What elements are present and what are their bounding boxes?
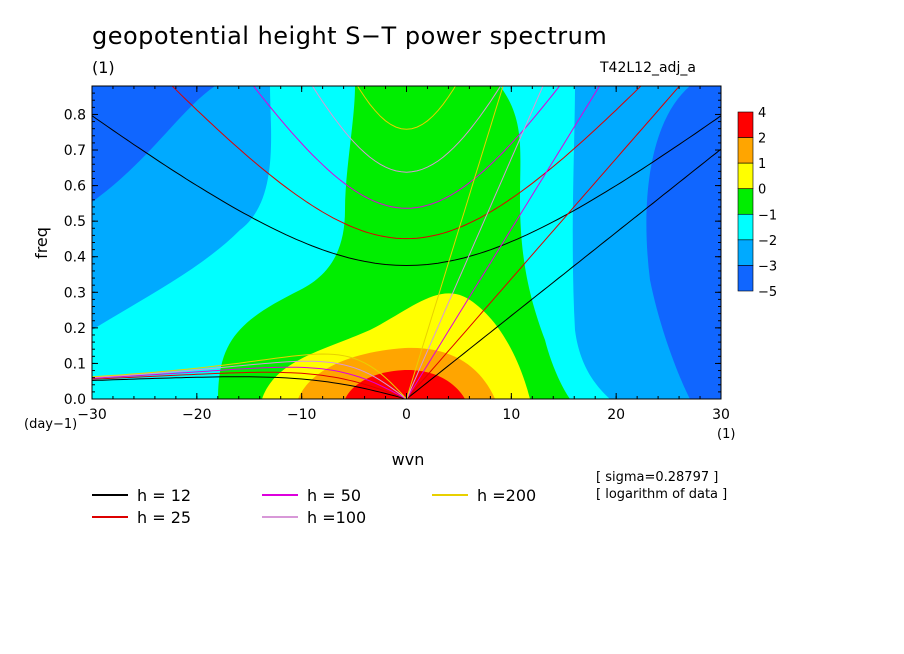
- y-tick-label: 0.2: [64, 321, 86, 337]
- y-axis: 0.0 0.1 0.2 0.3 0.4 0.5 0.6 0.7 0.8: [64, 92, 721, 408]
- x-tick-label: 20: [607, 407, 625, 423]
- sigma-note: [ sigma=0.28797 ]: [596, 470, 718, 485]
- gravity-curve: [252, 86, 561, 209]
- colorbar-label: 2: [758, 132, 766, 147]
- colorbar-label: 4: [758, 106, 766, 121]
- rossby-curve: [92, 371, 407, 399]
- colorbar-swatch: [737, 213, 754, 241]
- logarithm-note: [ logarithm of data ]: [596, 487, 727, 502]
- gravity-curve: [92, 115, 721, 267]
- y-tick-label: 0.4: [64, 250, 86, 266]
- y-tick-label: 0.7: [64, 143, 86, 159]
- x-tick-label: −30: [77, 407, 107, 423]
- legend-label: h =200: [477, 486, 536, 505]
- rossby-curve: [92, 360, 407, 399]
- colorbar-swatch: [737, 137, 754, 164]
- legend-label: h = 25: [137, 508, 191, 527]
- x-tick-label: −20: [182, 407, 212, 423]
- x-axis: −30 −20 −10 0 10 20 30: [77, 86, 730, 423]
- legend-label: h =100: [307, 508, 366, 527]
- colorbar-label: −1: [758, 208, 777, 223]
- colorbar-swatch: [737, 162, 754, 190]
- colorbar-swatch: [737, 111, 754, 138]
- colorbar-swatch: [737, 188, 754, 215]
- colorbar-label: 0: [758, 183, 766, 198]
- colorbar-swatch: [737, 265, 754, 292]
- kelvin-curve: [406, 86, 504, 399]
- y-tick-label: 0.6: [64, 179, 86, 195]
- colorbar: 4 2 1 0 −1 −2 −3 −5: [737, 106, 777, 300]
- x-tick-label: 30: [712, 407, 730, 423]
- y-tick-label: 0.5: [64, 214, 86, 230]
- y-axis-label: freq: [32, 227, 51, 259]
- gravity-curve: [357, 86, 456, 130]
- x-tick-label: −10: [287, 407, 317, 423]
- rossby-curve: [92, 353, 407, 399]
- gravity-curve: [171, 86, 642, 240]
- chart-title: geopotential height S−T power spectrum: [92, 22, 608, 50]
- rossby-curve: [92, 376, 407, 399]
- colorbar-label: −2: [758, 234, 777, 249]
- heatmap-field: [92, 86, 721, 399]
- x-tick-label: 0: [402, 407, 411, 423]
- kelvin-curve: [406, 86, 601, 399]
- run-id-label: T42L12_adj_a: [600, 60, 696, 76]
- chart-subtitle: (1): [92, 58, 115, 77]
- y-tick-label: 0.0: [64, 392, 86, 408]
- kelvin-curve: [406, 86, 544, 399]
- x-axis-unit: (1): [717, 427, 735, 442]
- legend-label: h = 50: [307, 486, 361, 505]
- y-tick-label: 0.1: [64, 356, 86, 372]
- colorbar-label: −5: [758, 285, 777, 300]
- y-tick-label: 0.3: [64, 285, 86, 301]
- kelvin-curve: [406, 148, 721, 399]
- gravity-curve: [311, 86, 502, 173]
- y-axis-unit: (day−1): [24, 417, 77, 432]
- y-tick-label: 0.8: [64, 107, 86, 123]
- legend-label: h = 12: [137, 486, 191, 505]
- colorbar-swatch: [737, 239, 754, 266]
- kelvin-curve: [406, 86, 681, 399]
- dispersion-curves: [92, 86, 721, 399]
- x-axis-label: wvn: [392, 450, 425, 469]
- x-tick-label: 10: [502, 407, 520, 423]
- colorbar-label: −3: [758, 259, 777, 274]
- legend: h = 12 h = 25 h = 50 h =100 h =200: [92, 486, 536, 527]
- colorbar-label: 1: [758, 157, 766, 172]
- rossby-curve: [92, 366, 407, 399]
